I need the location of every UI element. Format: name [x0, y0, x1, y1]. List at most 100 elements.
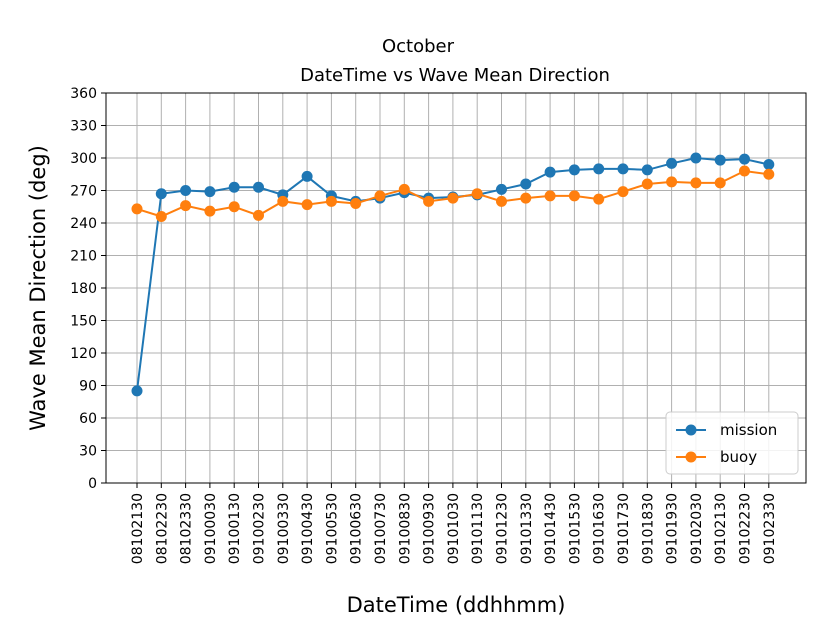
- data-point-buoy: [204, 205, 216, 217]
- data-point-buoy: [763, 168, 775, 180]
- x-tick-label: 09100830: [397, 493, 413, 564]
- data-point-mission: [739, 153, 750, 165]
- x-tick-label: 09101330: [519, 493, 535, 564]
- x-tick-label: 09100630: [349, 493, 365, 564]
- data-point-buoy: [374, 190, 386, 202]
- data-point-mission: [641, 164, 653, 176]
- data-point-buoy: [666, 176, 678, 188]
- data-point-buoy: [641, 178, 653, 190]
- y-tick-label: 180: [70, 281, 97, 297]
- x-tick-label: 09100530: [324, 493, 340, 564]
- data-point-mission: [763, 159, 775, 170]
- data-point-mission: [617, 163, 629, 175]
- data-point-buoy: [520, 192, 532, 204]
- y-tick-label: 60: [79, 411, 97, 427]
- data-point-buoy: [593, 193, 605, 205]
- data-point-buoy: [325, 195, 337, 207]
- y-tick-label: 0: [88, 476, 97, 492]
- y-tick-label: 270: [70, 184, 97, 200]
- data-point-buoy: [180, 200, 192, 212]
- series-layer: [131, 152, 775, 397]
- data-point-buoy: [496, 195, 507, 207]
- x-tick-label: 09101030: [446, 493, 462, 564]
- x-tick-label: 09101930: [665, 493, 681, 564]
- data-point-mission: [593, 163, 605, 175]
- legend-label-buoy: buoy: [720, 448, 757, 466]
- data-point-mission: [568, 164, 580, 176]
- x-tick-label: 09101130: [470, 493, 486, 564]
- x-tick-label: 09102030: [689, 493, 705, 564]
- x-tick-label: 09101730: [616, 493, 632, 564]
- data-point-mission: [520, 178, 532, 190]
- x-tick-label: 09100130: [227, 493, 243, 564]
- data-point-mission: [690, 152, 702, 164]
- x-tick-label: 08102230: [154, 493, 170, 564]
- data-point-buoy: [253, 209, 264, 221]
- data-point-buoy: [544, 190, 556, 202]
- x-tick-label: 09101830: [640, 493, 656, 564]
- data-point-buoy: [568, 190, 580, 202]
- x-tick-label: 09102330: [762, 493, 778, 564]
- legend-marker-buoy: [685, 451, 697, 463]
- y-tick-label: 150: [70, 314, 97, 330]
- y-tick-label: 120: [70, 346, 97, 362]
- x-tick-label: 09100730: [373, 493, 389, 564]
- data-point-mission: [544, 166, 556, 178]
- data-point-mission: [496, 183, 507, 195]
- data-point-buoy: [398, 183, 410, 195]
- data-point-buoy: [471, 188, 483, 200]
- legend-marker-mission: [685, 424, 697, 436]
- legend-label-mission: mission: [720, 421, 777, 439]
- y-tick-label: 90: [79, 379, 97, 395]
- data-point-buoy: [277, 195, 289, 207]
- data-point-mission: [228, 181, 240, 193]
- data-point-mission: [204, 186, 216, 198]
- data-point-mission: [253, 181, 264, 193]
- chart-title: October: [382, 36, 455, 57]
- x-tick-label: 09101230: [495, 493, 511, 564]
- y-tick-label: 240: [70, 216, 97, 232]
- data-point-mission: [131, 385, 143, 397]
- data-point-buoy: [714, 177, 726, 189]
- plot-frame: [105, 92, 807, 484]
- chart-subtitle: DateTime vs Wave Mean Direction: [300, 65, 610, 86]
- x-tick-label: 08102130: [130, 493, 146, 564]
- y-axis-label: Wave Mean Direction (deg): [26, 145, 50, 431]
- data-point-buoy: [155, 211, 167, 222]
- legend: mission buoy: [665, 411, 799, 475]
- data-point-buoy: [301, 199, 313, 211]
- data-point-mission: [714, 154, 726, 166]
- data-point-buoy: [228, 201, 240, 213]
- x-tick-label: 09100330: [276, 493, 292, 564]
- y-tick-label: 300: [70, 151, 97, 167]
- data-point-mission: [301, 170, 313, 182]
- data-point-buoy: [131, 203, 143, 215]
- data-point-buoy: [423, 195, 435, 207]
- data-point-buoy: [447, 192, 459, 204]
- x-axis-label: DateTime (ddhhmm): [347, 593, 566, 617]
- x-tick-label: 09101630: [592, 493, 608, 564]
- data-point-buoy: [690, 177, 702, 189]
- y-tick-label: 210: [70, 249, 97, 265]
- x-tick-label: 09102130: [713, 493, 729, 564]
- x-tick-label: 09100030: [203, 493, 219, 564]
- x-tick-label: 09102230: [738, 493, 754, 564]
- data-point-mission: [155, 188, 167, 200]
- y-tick-label: 330: [70, 119, 97, 135]
- data-point-buoy: [350, 198, 362, 209]
- x-tick-label: 09101530: [567, 493, 583, 564]
- y-tick-label: 30: [79, 444, 97, 460]
- x-tick-label: 09101430: [543, 493, 559, 564]
- x-tick-label: 09100430: [300, 493, 316, 564]
- data-point-buoy: [739, 165, 750, 177]
- y-axis-ticks: 0 30 60 90 120 150 180 210 240 270 300 330 360: [70, 86, 106, 492]
- series-buoy: [131, 165, 775, 222]
- legend-box: [665, 411, 799, 475]
- x-tick-label: 09100230: [252, 493, 268, 564]
- x-tick-label: 08102330: [179, 493, 195, 564]
- y-tick-label: 360: [70, 86, 97, 102]
- data-point-buoy: [617, 186, 629, 198]
- data-point-mission: [666, 157, 678, 169]
- data-point-mission: [180, 185, 192, 196]
